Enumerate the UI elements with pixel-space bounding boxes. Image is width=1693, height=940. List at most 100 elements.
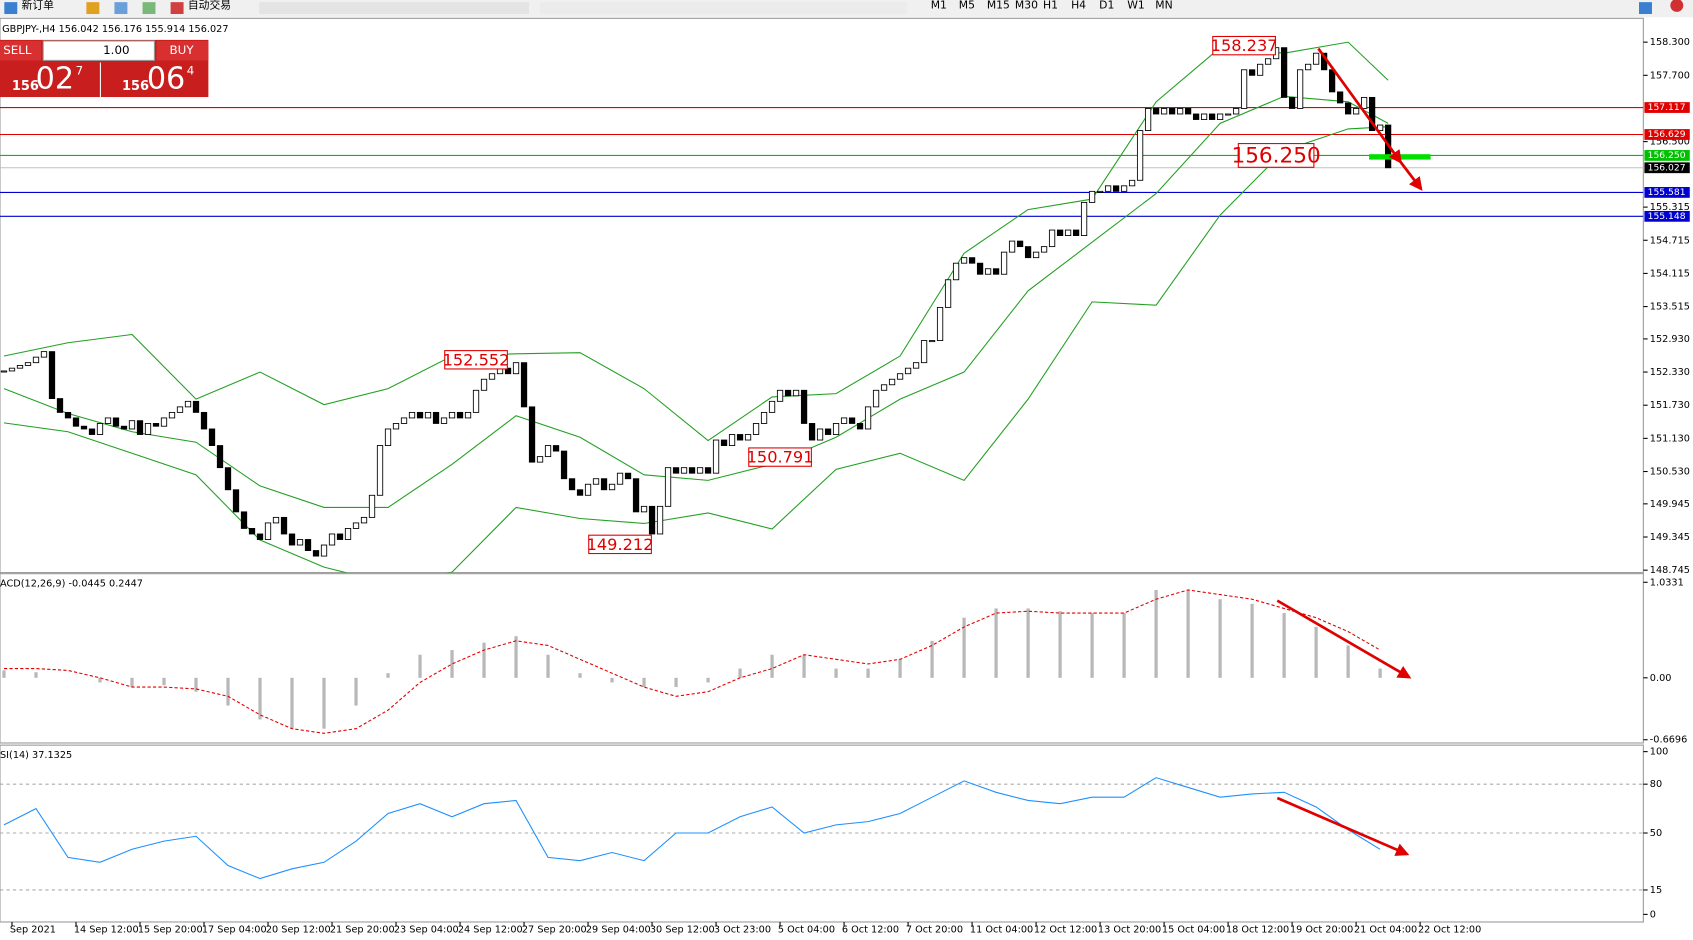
- annotation-box: [1237, 143, 1315, 168]
- candle: [776, 389, 784, 402]
- sell[interactable]: SELL: [3, 43, 32, 57]
- candle: [1256, 63, 1264, 76]
- chart-title: GBPJPY-,H4 156.042 156.176 155.914 156.0…: [2, 24, 228, 35]
- candle: [728, 434, 736, 446]
- candle: [88, 428, 96, 435]
- x-tick-label: 24 Sep 12:00: [458, 925, 523, 936]
- macd-frame: [0, 573, 1644, 744]
- candle: [896, 373, 904, 380]
- candle: [1064, 229, 1072, 236]
- timeframe[interactable]: H4: [1071, 0, 1086, 11]
- buy-pips[interactable]: 06: [147, 61, 185, 96]
- rsi-plot: [0, 777, 1644, 891]
- sell-button[interactable]: [0, 40, 42, 61]
- candle: [392, 423, 400, 430]
- candle: [136, 420, 144, 435]
- lots-input[interactable]: [42, 40, 155, 61]
- timeframe[interactable]: M15: [987, 0, 1010, 11]
- candle: [1192, 113, 1200, 120]
- macd-bar: [1122, 613, 1126, 678]
- icon[interactable]: [142, 2, 156, 15]
- candle: [864, 406, 872, 430]
- lots[interactable]: 1.00: [103, 43, 129, 57]
- macd-bar: [2, 670, 6, 678]
- candle: [424, 411, 432, 419]
- candle: [624, 472, 632, 480]
- new-order[interactable]: 新订单: [22, 0, 55, 11]
- y-tick-label: 153.515: [1650, 302, 1690, 313]
- candle: [32, 356, 40, 364]
- trade-panel: SELL 1.00 BUY 156 02 7 156 06 4: [0, 39, 209, 98]
- candle: [680, 467, 688, 474]
- candle: [1280, 47, 1288, 98]
- sell-pips[interactable]: 02: [36, 61, 74, 96]
- timeframe[interactable]: W1: [1127, 0, 1145, 11]
- auto-trading[interactable]: 自动交易: [188, 0, 231, 11]
- candle: [64, 411, 72, 419]
- macd-bar: [130, 677, 134, 688]
- candle: [1144, 108, 1152, 131]
- candle: [592, 478, 600, 485]
- draw-icons[interactable]: [539, 2, 907, 15]
- candle: [1096, 190, 1104, 193]
- macd-bar: [866, 668, 870, 678]
- timeframe[interactable]: M5: [959, 0, 975, 11]
- macd-bar: [1346, 645, 1350, 678]
- macd-bar: [1314, 626, 1318, 678]
- macd-bar: [194, 677, 198, 692]
- candle: [96, 423, 104, 435]
- icon[interactable]: [86, 2, 100, 15]
- macd-plot: [2, 589, 1382, 734]
- sell-frac[interactable]: 7: [76, 64, 84, 78]
- candle: [1184, 108, 1192, 115]
- candle: [232, 489, 240, 513]
- candle: [1056, 229, 1064, 236]
- main-frame: [0, 17, 1644, 574]
- macd-bar: [706, 677, 710, 683]
- timeframe[interactable]: H1: [1043, 0, 1058, 11]
- candle: [1136, 130, 1144, 181]
- candle: [648, 505, 656, 535]
- icon[interactable]: [114, 2, 128, 15]
- candle: [608, 483, 616, 491]
- timeframe[interactable]: M1: [931, 0, 947, 11]
- toolbar-group: 新订单 自动交易 M1 M5 M15 M30 H1 H4 D1 W1 MN: [4, 0, 1684, 15]
- y-tick-label: 148.745: [1650, 565, 1690, 576]
- alert[interactable]: [1670, 0, 1684, 12]
- candle: [536, 456, 544, 463]
- buy[interactable]: BUY: [170, 43, 195, 57]
- search[interactable]: [1639, 2, 1652, 15]
- main-plot: [0, 41, 1644, 573]
- price-label: 156.027: [1648, 162, 1686, 173]
- macd-bar: [1026, 608, 1030, 678]
- timeframe[interactable]: D1: [1099, 0, 1114, 11]
- candle: [872, 389, 880, 408]
- x-tick-label: Sep 2021: [10, 925, 56, 936]
- x-tick-label: 30 Sep 12:00: [650, 925, 715, 936]
- candle: [1288, 96, 1296, 109]
- macd-bar: [738, 668, 742, 678]
- x-tick-label: 17 Sep 04:00: [202, 925, 267, 936]
- macd-bar: [546, 654, 550, 678]
- buy-big[interactable]: 156: [122, 79, 149, 94]
- candle: [176, 406, 184, 413]
- tool-icons[interactable]: [259, 2, 530, 15]
- y-tick-label: 80: [1650, 779, 1662, 790]
- macd-bar: [354, 677, 358, 706]
- candle: [1224, 113, 1232, 116]
- candle: [720, 439, 728, 446]
- annotation-box: [748, 447, 812, 467]
- annotation-box: [444, 350, 508, 370]
- buy-button[interactable]: [156, 40, 209, 61]
- x-tick-label: 20 Sep 12:00: [266, 925, 331, 936]
- candle: [208, 428, 216, 446]
- sell-big[interactable]: 156: [12, 79, 39, 94]
- price-label-bg: [1644, 210, 1690, 222]
- macd-bar: [226, 677, 230, 706]
- icon[interactable]: [170, 2, 184, 15]
- timeframe[interactable]: MN: [1155, 0, 1172, 11]
- annotation: 156.250: [1231, 144, 1320, 169]
- icon[interactable]: [4, 2, 18, 15]
- timeframe[interactable]: M30: [1015, 0, 1038, 11]
- buy-frac[interactable]: 4: [187, 64, 195, 78]
